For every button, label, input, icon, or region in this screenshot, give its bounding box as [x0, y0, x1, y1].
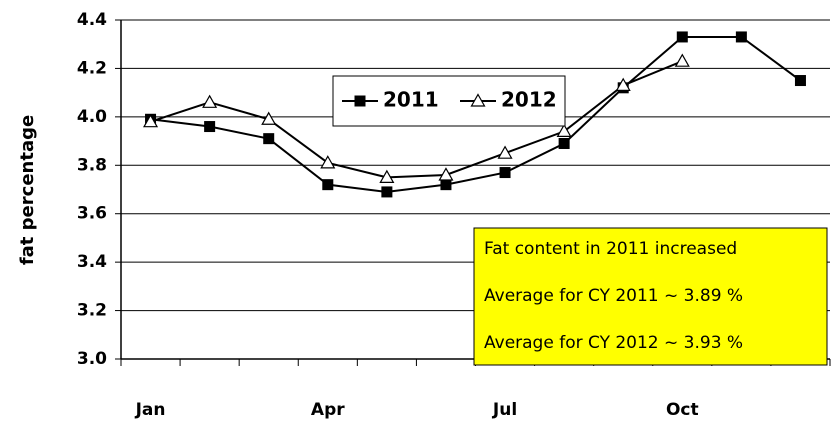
series-line: [150, 35, 802, 193]
y-tick-label: 3.0: [77, 349, 107, 369]
marker: [320, 155, 336, 169]
marker: [261, 111, 277, 125]
marker: [322, 179, 334, 191]
marker: [381, 186, 393, 198]
y-tick-label: 3.8: [77, 155, 107, 175]
y-tick-label: 3.6: [77, 204, 107, 224]
y-tick-label: 3.4: [77, 252, 107, 272]
y-tick-label: 4.0: [77, 107, 107, 127]
marker: [143, 113, 159, 128]
annotation-text: Fat content in 2011 increased: [484, 239, 737, 259]
x-tick-label: Jul: [492, 400, 517, 420]
annotation-box: [473, 227, 828, 366]
marker: [499, 167, 511, 179]
y-tick-label: 4.2: [77, 58, 107, 78]
marker: [470, 93, 486, 107]
marker: [556, 123, 572, 137]
y-tick-label: 4.4: [77, 10, 107, 30]
x-tick-label: Jan: [135, 400, 166, 420]
marker: [735, 31, 747, 43]
x-tick-label: Oct: [666, 400, 699, 420]
marker: [794, 75, 806, 87]
marker: [263, 133, 275, 145]
marker: [440, 179, 452, 191]
marker: [354, 95, 366, 107]
marker: [379, 169, 395, 183]
y-tick-label: 3.2: [77, 301, 107, 321]
marker: [204, 121, 216, 133]
marker: [497, 145, 513, 159]
marker: [674, 53, 690, 67]
marker: [558, 137, 570, 149]
legend: 2011 2012: [332, 75, 566, 127]
x-tick-label: Apr: [311, 400, 345, 420]
marker: [438, 167, 454, 181]
legend-label: 2012: [501, 88, 557, 112]
annotation-text: Average for CY 2011 ~ 3.89 %: [484, 286, 743, 306]
legend-label: 2011: [383, 88, 439, 112]
marker: [202, 94, 218, 108]
annotation-text: Average for CY 2012 ~ 3.93 %: [484, 333, 743, 353]
marker: [615, 77, 631, 91]
marker: [676, 31, 688, 43]
annotation: Fat content in 2011 increased Average for…: [473, 227, 828, 366]
y-axis-title: fat percentage: [17, 115, 38, 265]
series-line: [150, 60, 683, 179]
